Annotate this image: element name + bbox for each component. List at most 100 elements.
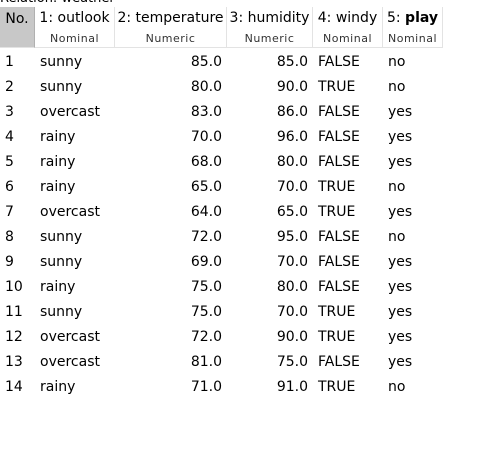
cell: no	[388, 379, 406, 395]
cell: 72.0	[190, 329, 222, 345]
cell: 86.0	[276, 104, 308, 120]
cell: 95.0	[276, 229, 308, 245]
cell: 75.0	[276, 354, 308, 370]
column-header: 3: humidity Numeric	[227, 7, 313, 48]
column-index: 5:	[386, 10, 401, 26]
row-number: 3	[5, 104, 14, 120]
column-index: 3:	[229, 10, 244, 26]
cell: no	[388, 54, 406, 70]
row-number: 1	[5, 54, 14, 70]
cell: yes	[388, 329, 413, 345]
relation-label: Relation: weather	[0, 0, 115, 6]
header-name: 1: outlook	[35, 10, 114, 26]
cell: 83.0	[190, 104, 222, 120]
column-name: windy	[335, 10, 378, 26]
cell: TRUE	[318, 204, 356, 220]
cell: rainy	[40, 379, 76, 395]
column-type: Numeric	[244, 32, 295, 45]
cell: FALSE	[318, 229, 360, 245]
column-name: play	[405, 10, 439, 26]
cell: 75.0	[190, 279, 222, 295]
cell: FALSE	[318, 154, 360, 170]
cell: 80.0	[190, 79, 222, 95]
column-header: 4: windy Nominal	[313, 7, 383, 48]
cell: rainy	[40, 179, 76, 195]
cell: 85.0	[190, 54, 222, 70]
index-header: No.	[0, 7, 35, 48]
row-number: 5	[5, 154, 14, 170]
cell: overcast	[40, 354, 100, 370]
cell: 72.0	[190, 229, 222, 245]
cell: yes	[388, 154, 413, 170]
row-number: 13	[5, 354, 23, 370]
cell: overcast	[40, 204, 100, 220]
cell: yes	[388, 204, 413, 220]
column-type: Nominal	[323, 32, 372, 45]
column-index: 1:	[39, 10, 54, 26]
column-index: 2:	[117, 10, 132, 26]
column-index: 4:	[317, 10, 332, 26]
cell: 80.0	[276, 279, 308, 295]
cell: 71.0	[190, 379, 222, 395]
cell: yes	[388, 354, 413, 370]
cell: sunny	[40, 79, 83, 95]
cell: TRUE	[318, 304, 356, 320]
cell: 81.0	[190, 354, 222, 370]
cell: rainy	[40, 279, 76, 295]
column-header: 2: temperature Numeric	[115, 7, 227, 48]
cell: rainy	[40, 129, 76, 145]
column-name: outlook	[57, 10, 110, 26]
cell: yes	[388, 279, 413, 295]
cell: 70.0	[190, 129, 222, 145]
column-name: temperature	[135, 10, 224, 26]
cell: 96.0	[276, 129, 308, 145]
row-number: 6	[5, 179, 14, 195]
cell: 85.0	[276, 54, 308, 70]
cell: 70.0	[276, 179, 308, 195]
column-type: Numeric	[145, 32, 196, 45]
cell: 90.0	[276, 329, 308, 345]
cell: 80.0	[276, 154, 308, 170]
cell: TRUE	[318, 329, 356, 345]
cell: 68.0	[190, 154, 222, 170]
cell: TRUE	[318, 79, 356, 95]
cell: sunny	[40, 229, 83, 245]
cell: yes	[388, 254, 413, 270]
column-header: 1: outlook Nominal	[35, 7, 115, 48]
cell: FALSE	[318, 54, 360, 70]
cell: sunny	[40, 304, 83, 320]
cell: 90.0	[276, 79, 308, 95]
cell: 75.0	[190, 304, 222, 320]
cell: overcast	[40, 329, 100, 345]
cell: sunny	[40, 54, 83, 70]
header-name: 3: humidity	[227, 10, 312, 26]
row-number: 8	[5, 229, 14, 245]
cell: no	[388, 179, 406, 195]
row-number: 9	[5, 254, 14, 270]
row-number: 7	[5, 204, 14, 220]
cell: FALSE	[318, 129, 360, 145]
cell: FALSE	[318, 104, 360, 120]
column-type: Nominal	[388, 32, 437, 45]
header-name: 4: windy	[313, 10, 382, 26]
cell: 69.0	[190, 254, 222, 270]
cell: 70.0	[276, 304, 308, 320]
cell: yes	[388, 304, 413, 320]
cell: 65.0	[276, 204, 308, 220]
header-name: 2: temperature	[115, 10, 226, 26]
column-header: 5: play Nominal	[383, 7, 443, 48]
cell: 70.0	[276, 254, 308, 270]
cell: FALSE	[318, 254, 360, 270]
cell: no	[388, 79, 406, 95]
row-number: 12	[5, 329, 23, 345]
row-number: 10	[5, 279, 23, 295]
cell: TRUE	[318, 179, 356, 195]
cell: overcast	[40, 104, 100, 120]
cell: 65.0	[190, 179, 222, 195]
cell: 91.0	[276, 379, 308, 395]
cell: no	[388, 229, 406, 245]
column-type: Nominal	[50, 32, 99, 45]
cell: 64.0	[190, 204, 222, 220]
cell: TRUE	[318, 379, 356, 395]
